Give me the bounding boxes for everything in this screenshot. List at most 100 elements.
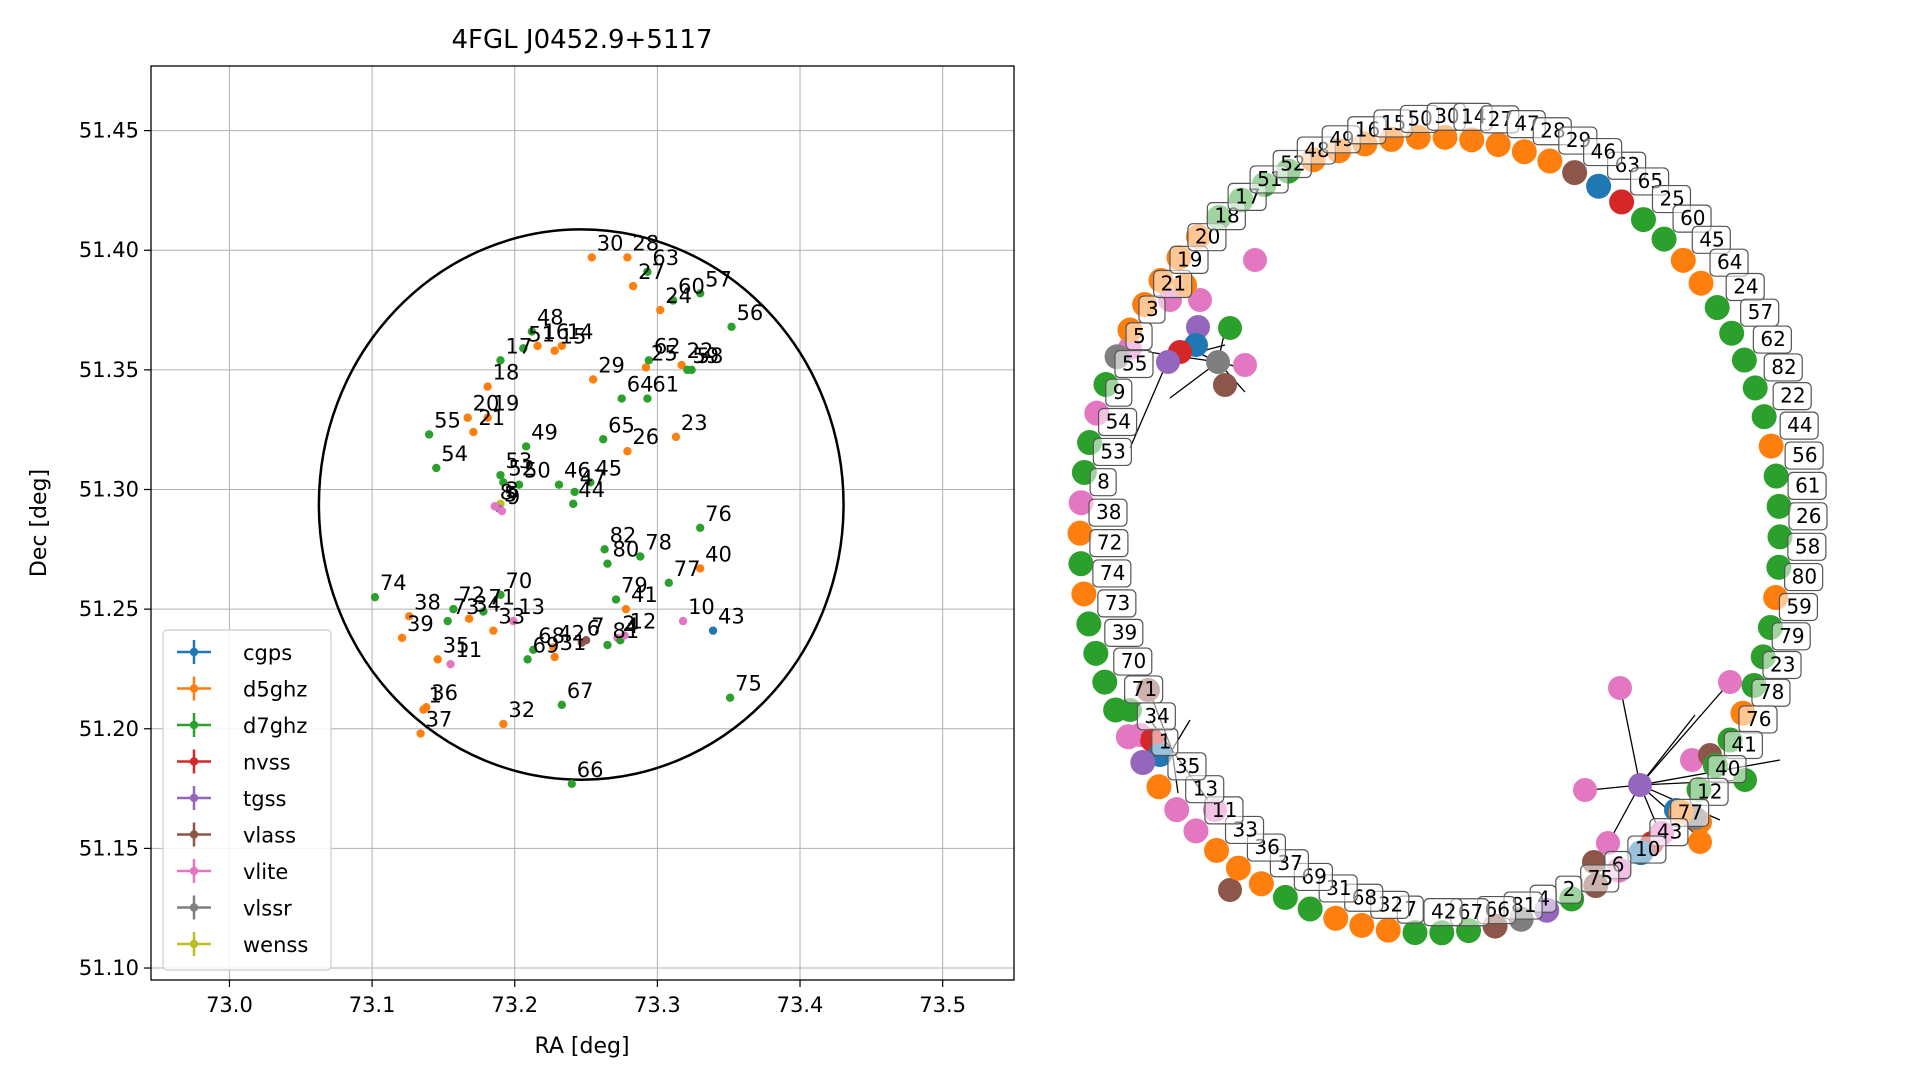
axis-ticks: 73.0 73.1 73.2 73.3 73.4 73.5 51.10 51.15 51.20 5… bbox=[79, 119, 966, 1017]
legend-label: vlite bbox=[243, 860, 288, 884]
data-point-74 bbox=[370, 592, 380, 602]
network-node-label-box bbox=[1114, 349, 1154, 379]
network-node-1 bbox=[1130, 749, 1156, 775]
point-label-75: 75 bbox=[735, 672, 762, 696]
data-point-82 bbox=[600, 545, 609, 554]
network-node-label-box bbox=[1762, 650, 1802, 680]
point-label-14: 14 bbox=[567, 320, 594, 344]
network-node-label-35: 35 bbox=[1175, 754, 1200, 778]
network-node-label-box bbox=[1089, 529, 1129, 558]
network-node-73 bbox=[1076, 611, 1102, 637]
point-label-67: 67 bbox=[567, 679, 594, 703]
point-label-63: 63 bbox=[652, 246, 679, 270]
network-node-61 bbox=[1766, 493, 1792, 519]
point-label-6: 6 bbox=[587, 617, 600, 641]
network-node-label-61: 61 bbox=[1795, 473, 1820, 497]
data-point-43 bbox=[708, 626, 718, 635]
network-node-25 bbox=[1630, 207, 1656, 233]
network-node-label-box bbox=[1787, 471, 1827, 500]
data-point-47 bbox=[570, 487, 579, 497]
network-node-label-box bbox=[1784, 562, 1824, 592]
y-tick-label: 51.30 bbox=[79, 478, 139, 502]
network-node-label-44: 44 bbox=[1787, 413, 1812, 437]
data-point-59 bbox=[683, 365, 692, 375]
point-label-31: 31 bbox=[560, 631, 587, 655]
network-node-57 bbox=[1719, 320, 1745, 346]
network-node-label-box bbox=[1113, 647, 1153, 676]
network-node-label-box bbox=[1104, 618, 1144, 647]
y-tick-label: 51.25 bbox=[79, 597, 139, 621]
grid bbox=[151, 66, 1014, 980]
network-node-82 bbox=[1742, 375, 1768, 401]
data-point-28 bbox=[623, 253, 632, 262]
data-point-77 bbox=[664, 578, 673, 588]
point-label-77: 77 bbox=[674, 557, 701, 581]
data-point-41 bbox=[621, 604, 631, 614]
point-label-23: 23 bbox=[681, 411, 708, 435]
legend-marker-dot bbox=[189, 939, 199, 949]
point-label-49: 49 bbox=[531, 420, 558, 444]
data-point-50 bbox=[514, 480, 524, 489]
point-label-12: 12 bbox=[630, 609, 657, 633]
hub-a-d5b bbox=[1688, 830, 1712, 854]
point-label-35: 35 bbox=[443, 633, 470, 657]
data-point-29 bbox=[588, 375, 598, 384]
legend-marker-dot bbox=[189, 903, 199, 912]
network-node-label-box bbox=[1088, 498, 1128, 527]
data-point-13 bbox=[509, 616, 518, 626]
network-node-label-41: 41 bbox=[1731, 732, 1756, 756]
network-node-label-box bbox=[1583, 137, 1623, 167]
hub-a-vlite2 bbox=[1573, 778, 1597, 802]
network-node-label-57: 57 bbox=[1748, 300, 1773, 324]
data-point-64 bbox=[617, 394, 626, 403]
y-tick-label: 51.35 bbox=[79, 358, 139, 382]
network-node-67 bbox=[1429, 920, 1455, 946]
network-node-35 bbox=[1146, 774, 1172, 800]
point-label-34: 34 bbox=[474, 593, 501, 617]
data-point-72 bbox=[449, 604, 458, 614]
point-label-37: 37 bbox=[426, 708, 453, 732]
point-label-81: 81 bbox=[612, 619, 639, 643]
network-node-label-76: 76 bbox=[1746, 707, 1771, 731]
point-label-15: 15 bbox=[560, 325, 587, 349]
legend-marker-dot bbox=[189, 830, 199, 839]
x-tick-label: 73.2 bbox=[491, 993, 538, 1017]
network-node-label-42: 42 bbox=[1431, 900, 1456, 924]
point-label-60: 60 bbox=[678, 274, 705, 298]
data-point-76 bbox=[695, 523, 705, 532]
data-point-62 bbox=[644, 356, 654, 365]
point-label-13: 13 bbox=[518, 595, 545, 619]
data-point-48 bbox=[527, 327, 537, 336]
point-label-58: 58 bbox=[697, 344, 724, 368]
x-tick-label: 73.4 bbox=[777, 993, 824, 1017]
data-point-67 bbox=[557, 700, 567, 710]
hub-a-vlite3 bbox=[1596, 831, 1620, 855]
hub-b-tgss bbox=[1186, 315, 1210, 339]
point-label-74: 74 bbox=[380, 571, 407, 595]
network-node-label-56: 56 bbox=[1792, 443, 1817, 467]
y-tick-label: 51.10 bbox=[79, 956, 139, 980]
x-tick-label: 73.5 bbox=[919, 993, 966, 1017]
hub-b-vlssr bbox=[1206, 350, 1230, 374]
data-point-63 bbox=[643, 267, 652, 276]
network-node-label-box bbox=[1779, 411, 1819, 440]
x-tick-label: 73.3 bbox=[634, 993, 681, 1017]
point-label-45: 45 bbox=[595, 456, 622, 480]
x-tick-label: 73.1 bbox=[349, 993, 396, 1017]
network-node-69 bbox=[1272, 884, 1298, 910]
data-point-22 bbox=[677, 360, 686, 370]
network-node-60 bbox=[1651, 226, 1677, 252]
data-point-73 bbox=[443, 616, 452, 626]
point-label-30: 30 bbox=[597, 231, 624, 255]
network-node-label-21: 21 bbox=[1161, 272, 1186, 296]
data-point-11 bbox=[446, 659, 455, 669]
network-node-11 bbox=[1183, 818, 1209, 844]
point-label-66: 66 bbox=[577, 758, 604, 782]
point-label-70: 70 bbox=[505, 569, 532, 593]
plot-frame bbox=[150, 65, 1015, 981]
data-point-45 bbox=[586, 478, 595, 487]
legend-marker-dot bbox=[189, 793, 199, 803]
hub-a-edge bbox=[1639, 714, 1696, 786]
point-label-39: 39 bbox=[407, 612, 434, 636]
legend-marker-dot bbox=[189, 647, 199, 657]
